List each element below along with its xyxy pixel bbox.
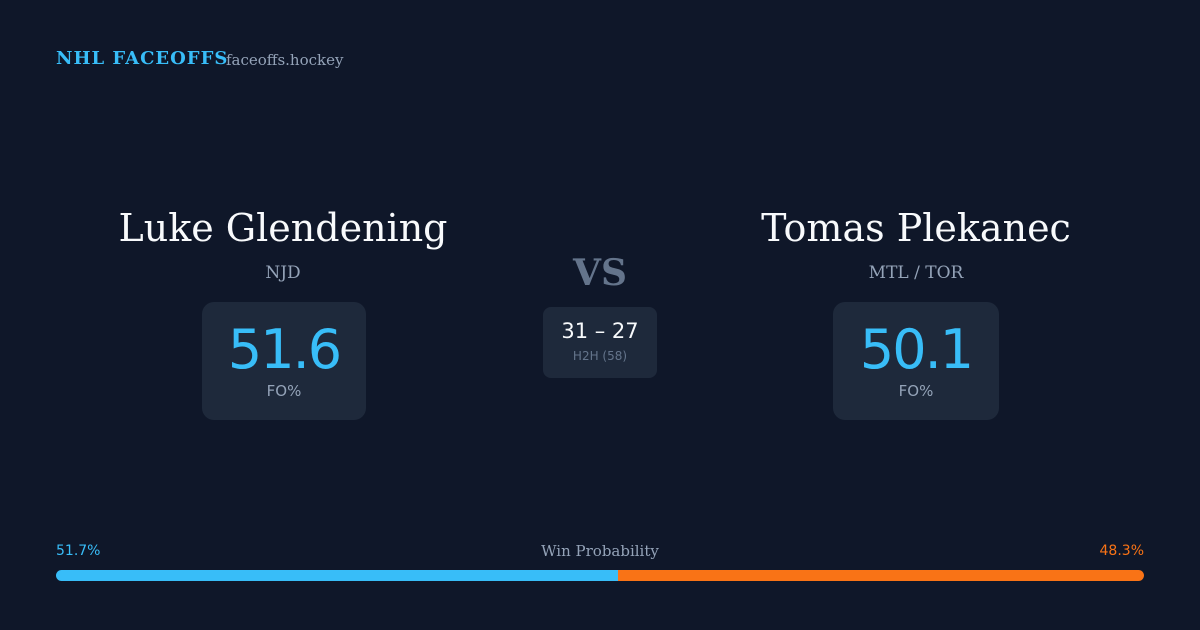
win-prob-bar: [56, 570, 1144, 581]
player-team: NJD: [265, 263, 301, 283]
h2h-card: 31 – 27 H2H (58): [543, 307, 657, 378]
vs-label: VS: [573, 252, 627, 294]
player-name: Luke Glendening: [118, 206, 448, 250]
h2h-label: H2H (58): [572, 349, 628, 363]
stat-card: 51.6 FO%: [202, 302, 366, 420]
stat-label: FO%: [898, 382, 934, 400]
stat-value: 51.6: [227, 318, 342, 381]
stat-label: FO%: [266, 382, 302, 400]
bar-segment: [56, 570, 619, 581]
win-prob-right: 48.3%: [1099, 543, 1144, 559]
bar-segment: [618, 570, 1144, 581]
player-team: MTL / TOR: [868, 263, 964, 283]
brand: NHL FACEOFFS: [56, 48, 229, 69]
stat-card: 50.1 FO%: [833, 302, 999, 420]
stat-value: 50.1: [859, 318, 974, 381]
win-prob-title: Win Probability: [541, 542, 659, 560]
h2h-score: 31 – 27: [561, 319, 639, 343]
win-prob-left: 51.7%: [56, 543, 101, 559]
site-url: faceoffs.hockey: [226, 51, 344, 69]
player-name: Tomas Plekanec: [761, 206, 1071, 250]
